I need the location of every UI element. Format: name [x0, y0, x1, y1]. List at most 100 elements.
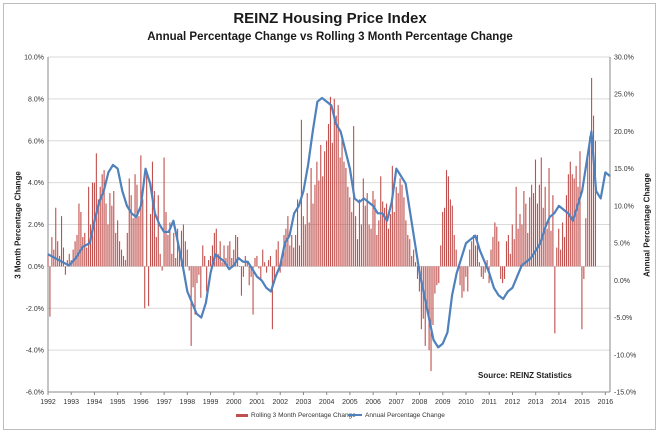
bar — [84, 232, 86, 267]
bar — [449, 199, 451, 267]
x-tick-label: 2004 — [319, 399, 335, 406]
bar — [151, 161, 154, 267]
bar — [519, 214, 521, 267]
bar — [343, 161, 345, 267]
bar — [444, 207, 446, 267]
bar — [198, 266, 200, 275]
bar — [426, 266, 428, 313]
bar — [573, 178, 575, 267]
x-tick-label: 2010 — [458, 399, 474, 406]
bar — [148, 266, 150, 307]
bar — [563, 237, 566, 267]
bar — [395, 186, 397, 267]
bar — [451, 205, 453, 267]
bar — [393, 211, 395, 267]
y-left-tick-label: -4.0% — [26, 348, 44, 355]
bar — [186, 249, 188, 267]
bar — [275, 249, 277, 267]
x-tick-label: 2006 — [365, 399, 381, 406]
bar — [391, 165, 393, 267]
bar — [579, 151, 581, 267]
bar — [333, 98, 335, 267]
bar — [349, 197, 351, 267]
bar — [113, 191, 115, 267]
bar — [500, 266, 502, 279]
bar — [364, 205, 366, 267]
bar — [562, 222, 564, 267]
bar — [231, 258, 233, 267]
bar — [57, 241, 59, 267]
bar — [144, 266, 146, 309]
bar — [262, 249, 264, 267]
bar — [182, 224, 184, 267]
legend-label-bars: Rolling 3 Month Percentage Change — [251, 412, 356, 419]
chart-subtitle: Annual Percentage Change vs Rolling 3 Mo… — [147, 31, 513, 43]
bar — [341, 138, 343, 267]
y-left-tick-label: 0.0% — [28, 264, 44, 271]
bar — [103, 170, 105, 267]
y-right-tick-label: 10.0% — [614, 203, 634, 210]
bar — [558, 228, 560, 267]
bar — [399, 178, 401, 267]
bar — [271, 266, 273, 330]
series-line-annual — [47, 96, 611, 349]
x-tick-label: 1995 — [110, 399, 126, 406]
bar — [372, 191, 374, 267]
bar — [316, 161, 318, 267]
bar — [378, 220, 380, 267]
bar — [128, 178, 130, 267]
bar — [389, 214, 391, 267]
bar — [240, 266, 242, 296]
bar — [498, 241, 500, 267]
bar — [291, 234, 293, 267]
y-left-tick-label: -2.0% — [26, 306, 44, 313]
bar — [376, 234, 378, 267]
bar — [502, 266, 504, 284]
x-tick-label: 1996 — [133, 399, 149, 406]
bar — [405, 220, 407, 267]
x-tick-label: 2009 — [435, 399, 451, 406]
bar — [250, 266, 252, 277]
bar — [177, 228, 179, 267]
bar — [494, 222, 496, 267]
bar — [107, 224, 109, 267]
bar — [306, 193, 308, 267]
bar — [436, 266, 438, 286]
bar — [188, 266, 190, 271]
bar — [221, 262, 223, 267]
bar — [455, 249, 457, 267]
x-tick-label: 2005 — [342, 399, 358, 406]
bar — [136, 184, 138, 267]
bar — [484, 266, 486, 273]
x-tick-label: 2002 — [272, 399, 288, 406]
bar — [153, 191, 155, 267]
bar — [474, 245, 477, 267]
bar — [505, 241, 508, 267]
bar — [196, 266, 198, 284]
bar — [287, 216, 289, 267]
bar — [180, 230, 183, 267]
bar — [465, 266, 467, 277]
bar — [99, 186, 101, 267]
bar — [202, 245, 204, 267]
y-right-tick-label: 25.0% — [614, 92, 634, 99]
bar — [428, 266, 430, 351]
bar — [314, 184, 316, 267]
x-tick-label: 2000 — [226, 399, 242, 406]
bar — [540, 157, 542, 267]
legend-item-line: Annual Percentage Change — [348, 412, 445, 419]
x-tick-label: 1997 — [156, 399, 172, 406]
bar — [440, 245, 442, 267]
legend-label-line: Annual Percentage Change — [365, 412, 445, 419]
bar — [209, 255, 212, 267]
bar — [546, 228, 548, 267]
bar — [556, 247, 558, 267]
y-left-tick-label: 8.0% — [28, 96, 44, 103]
bar — [337, 105, 339, 267]
bar — [424, 266, 426, 346]
bar — [469, 249, 471, 267]
bar — [273, 266, 275, 284]
bar — [184, 241, 186, 267]
y-right-tick-label: 0.0% — [614, 278, 630, 285]
bar — [509, 253, 511, 267]
